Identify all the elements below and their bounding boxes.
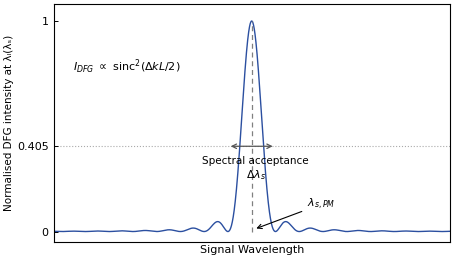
Text: Spectral acceptance: Spectral acceptance bbox=[202, 156, 309, 166]
Text: $\lambda_{s,PM}$: $\lambda_{s,PM}$ bbox=[257, 197, 336, 228]
Text: $\Delta\lambda_s$: $\Delta\lambda_s$ bbox=[246, 168, 266, 182]
Y-axis label: Normalised DFG intensity at λₗ(λₛ): Normalised DFG intensity at λₗ(λₛ) bbox=[4, 35, 14, 211]
X-axis label: Signal Wavelength: Signal Wavelength bbox=[199, 245, 304, 255]
Text: $I_{DFG}\ \propto\ \mathrm{sinc}^2(\Delta kL/2)$: $I_{DFG}\ \propto\ \mathrm{sinc}^2(\Delt… bbox=[74, 58, 181, 76]
